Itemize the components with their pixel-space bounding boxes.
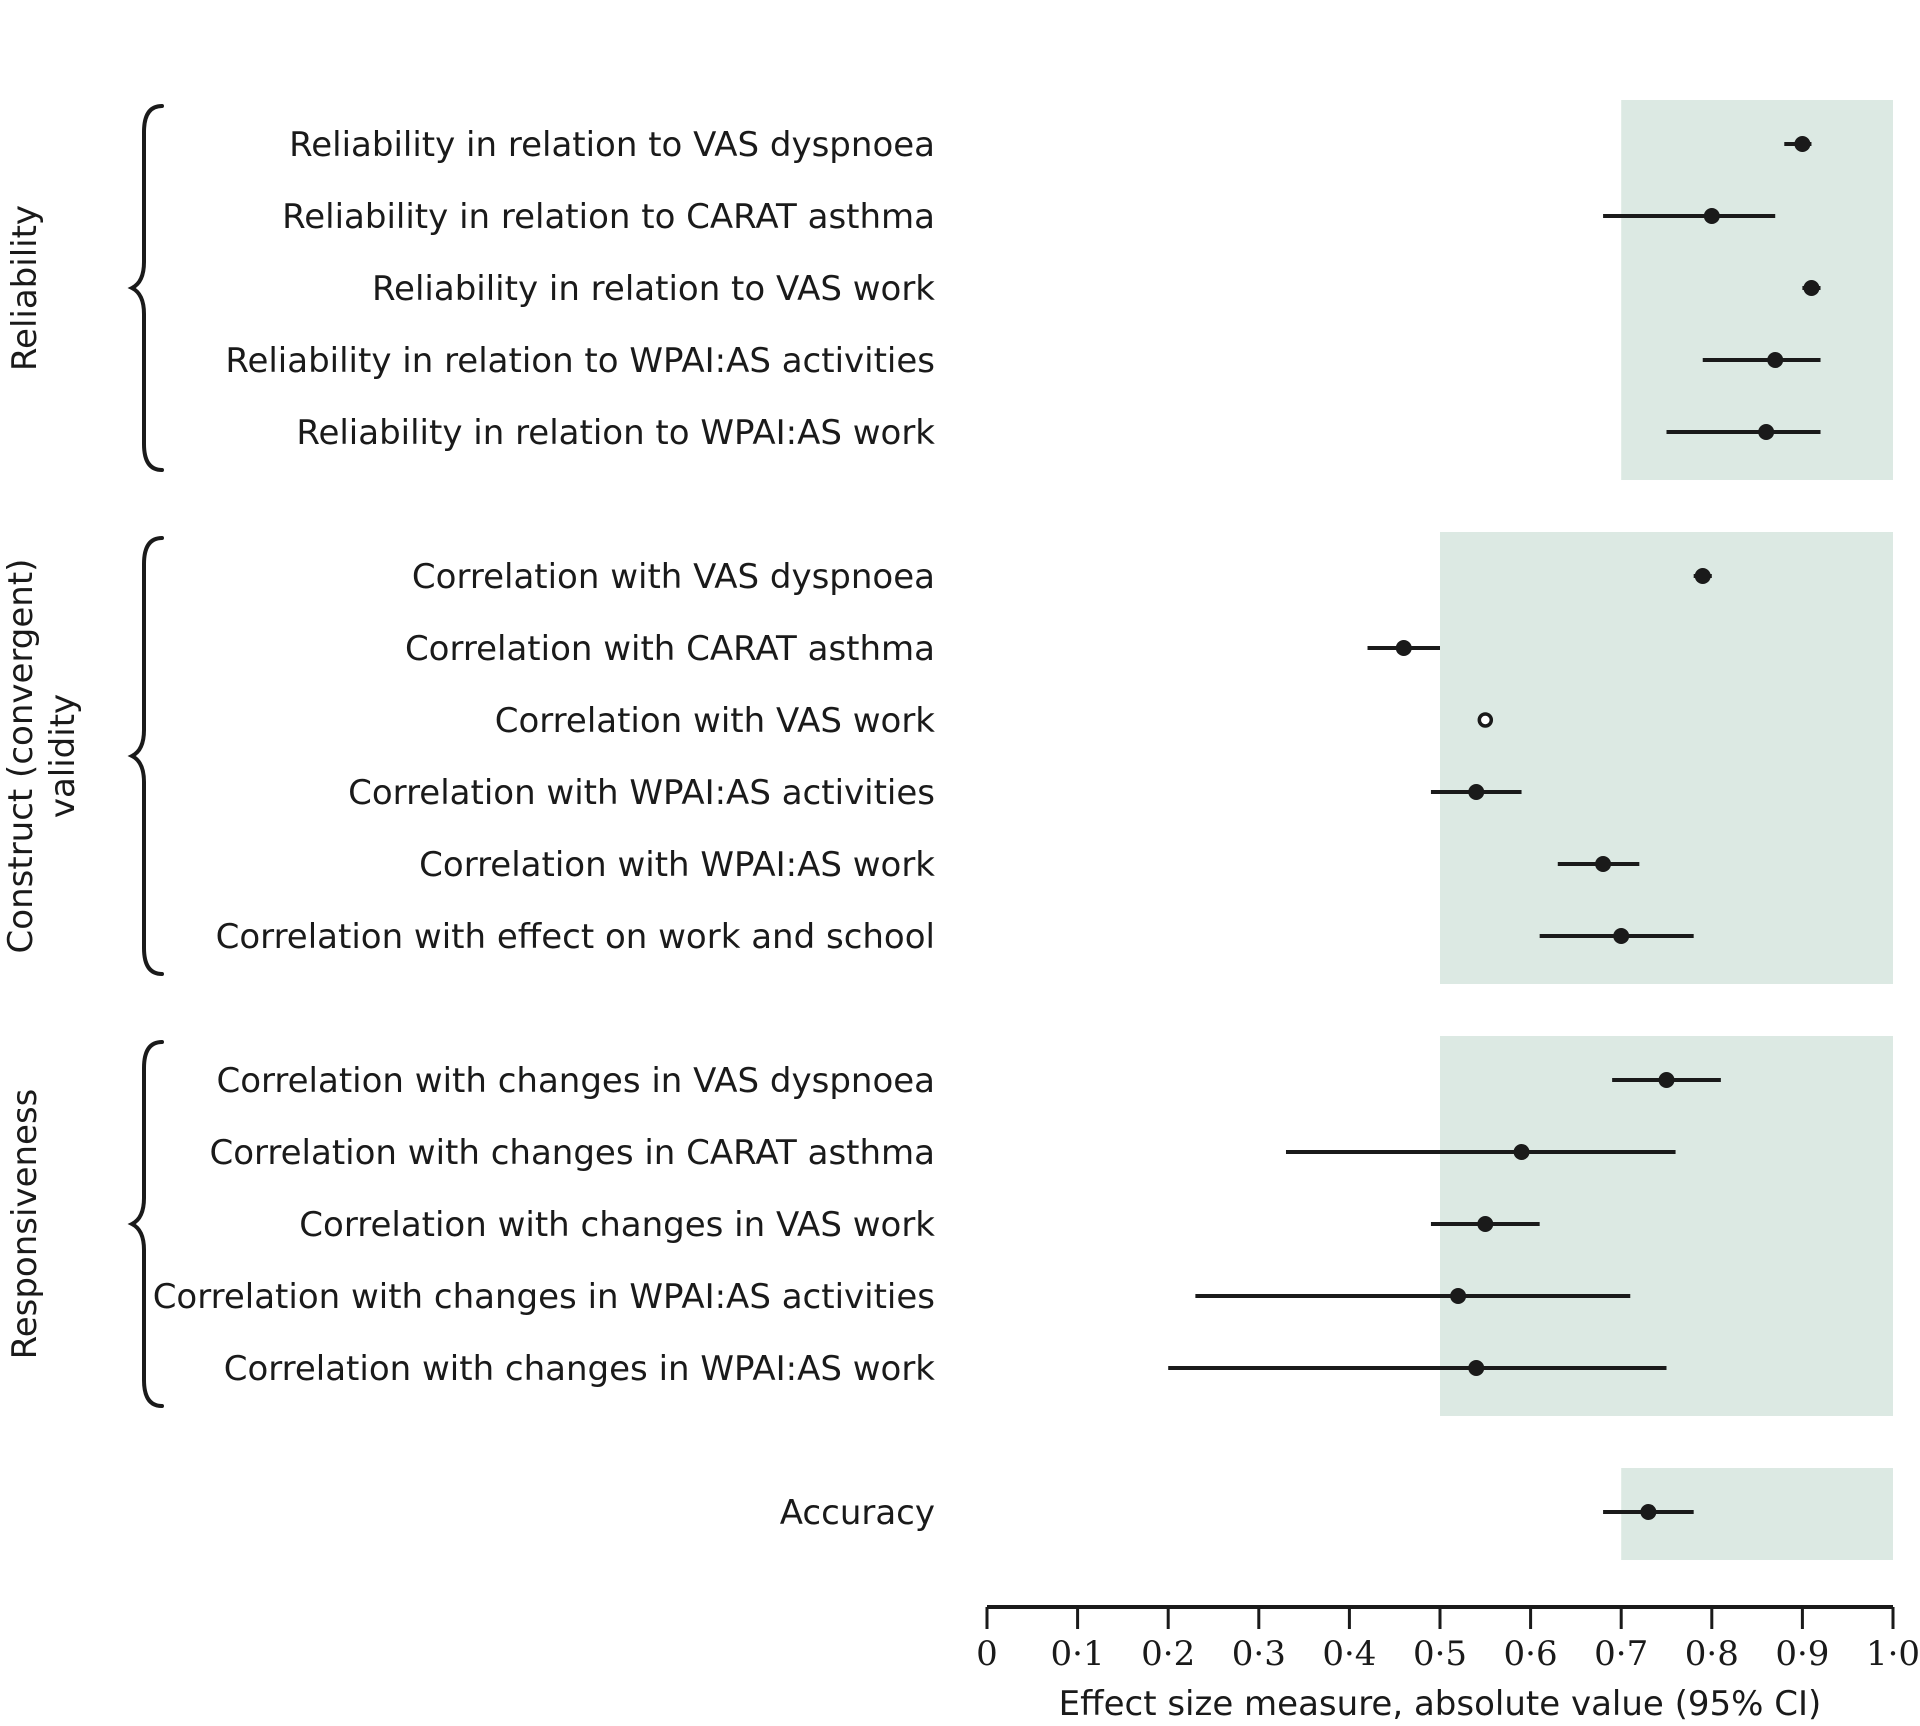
estimate-point [1468, 784, 1485, 800]
shade-region-group-0 [1621, 100, 1893, 480]
row-label: Correlation with VAS dyspnoea [412, 557, 935, 597]
row-label: Correlation with changes in VAS work [299, 1205, 935, 1245]
row-label: Correlation with VAS work [495, 701, 936, 741]
row-labels: Reliability in relation to VAS dyspnoea R… [153, 125, 936, 1533]
estimate-point [1613, 928, 1630, 944]
x-tick-label: 0 [976, 1634, 998, 1674]
row-label: Reliability in relation to WPAI:AS activ… [225, 341, 935, 381]
row-label: Correlation with changes in WPAI:AS acti… [153, 1277, 935, 1317]
estimate-point-open [1477, 712, 1494, 728]
estimate-point [1803, 280, 1820, 296]
row-label: Correlation with changes in CARAT asthma [209, 1133, 935, 1173]
x-axis: 0 0·1 0·2 0·3 0·4 0·5 0·6 0·7 0·8 0·9 1·0 Effect s… [976, 1605, 1920, 1724]
group-braces [127, 104, 164, 1408]
group-brace [127, 536, 164, 976]
row-label: Correlation with WPAI:AS activities [348, 773, 935, 813]
group-labels: Reliability Construct (convergent) validit… [1, 205, 83, 1359]
estimate-point [1513, 1144, 1530, 1160]
row-label: Correlation with changes in VAS dyspnoea [216, 1061, 935, 1101]
group-label: Construct (convergent) [1, 559, 41, 954]
x-axis-ticks: 0 0·1 0·2 0·3 0·4 0·5 0·6 0·7 0·8 0·9 1·0 [976, 1607, 1920, 1674]
row-label: Reliability in relation to VAS dyspnoea [289, 125, 935, 165]
group-brace [127, 104, 164, 472]
x-tick-label: 0·8 [1685, 1634, 1739, 1674]
x-axis-title: Effect size measure, absolute value (95%… [1059, 1684, 1822, 1724]
x-tick-label: 0·5 [1413, 1634, 1467, 1674]
x-tick-label: 0·2 [1141, 1634, 1195, 1674]
estimate-point [1694, 568, 1711, 584]
row-label: Correlation with changes in WPAI:AS work [224, 1349, 936, 1389]
group-label: Reliability [5, 205, 45, 371]
estimate-point [1767, 352, 1784, 368]
estimate-point [1758, 424, 1775, 440]
row-label: Correlation with WPAI:AS work [419, 845, 935, 885]
row-label: Accuracy [780, 1493, 935, 1533]
shaded-regions [1440, 100, 1893, 1560]
estimate-point [1703, 208, 1720, 224]
estimate-point [1640, 1504, 1657, 1520]
row-label: Reliability in relation to WPAI:AS work [296, 413, 935, 453]
estimate-point [1477, 1216, 1494, 1232]
x-tick-label: 0·6 [1504, 1634, 1558, 1674]
x-tick-label: 0·7 [1594, 1634, 1648, 1674]
estimate-point [1658, 1072, 1675, 1088]
estimate-point [1395, 640, 1412, 656]
x-tick-label: 0·1 [1051, 1634, 1105, 1674]
estimate-marks [1168, 136, 1821, 1520]
x-tick-label: 0·9 [1775, 1634, 1829, 1674]
row-label: Correlation with CARAT asthma [405, 629, 935, 669]
estimate-point [1595, 856, 1612, 872]
group-label: Responsiveness [5, 1089, 45, 1360]
x-tick-label: 1·0 [1866, 1634, 1920, 1674]
group-brace [127, 1040, 164, 1408]
estimate-point [1450, 1288, 1467, 1304]
row-label: Correlation with effect on work and scho… [216, 917, 935, 957]
shade-region-group-1 [1440, 532, 1893, 984]
row-label: Reliability in relation to CARAT asthma [282, 197, 935, 237]
x-tick-label: 0·3 [1232, 1634, 1286, 1674]
estimate-point [1468, 1360, 1485, 1376]
group-label: validity [43, 694, 83, 818]
row-label: Reliability in relation to VAS work [372, 269, 935, 309]
estimate-point [1794, 136, 1811, 152]
x-tick-label: 0·4 [1322, 1634, 1376, 1674]
